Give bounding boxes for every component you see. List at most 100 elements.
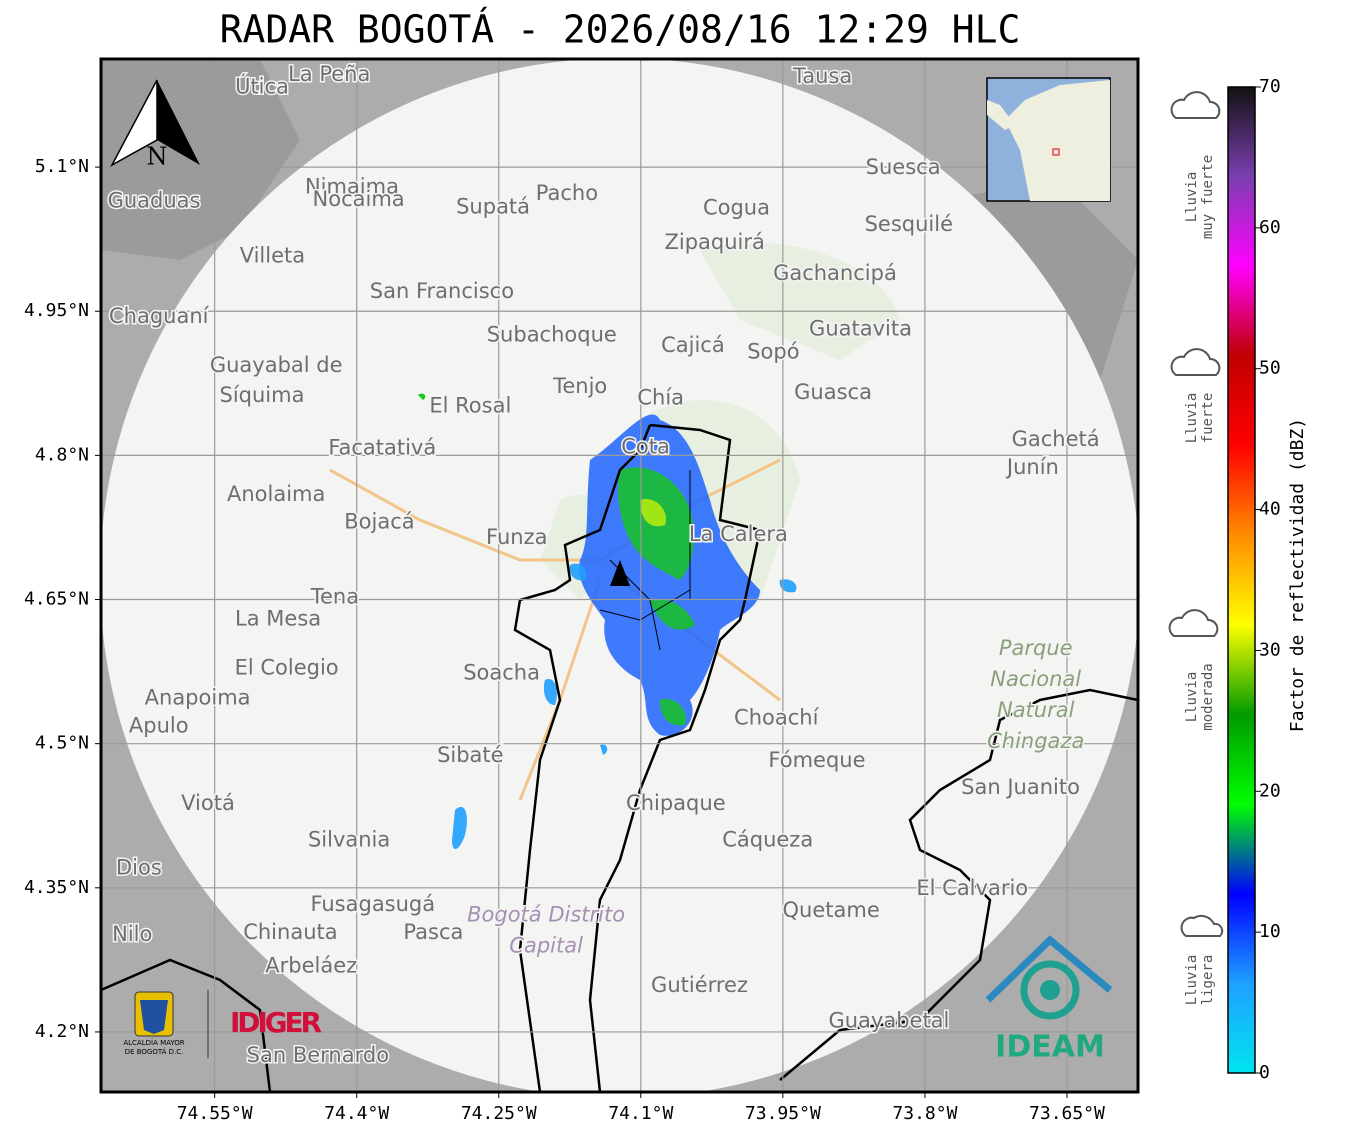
- place-label: Chipaque: [626, 791, 726, 815]
- colorbar-tick-label: 30: [1259, 639, 1281, 660]
- place-label: Chinauta: [243, 920, 337, 944]
- place-label: Guasca: [794, 380, 872, 404]
- intensity-label: ligera: [1200, 955, 1216, 1006]
- logo-city: ALCALDÍA MAYOR DE BOGOTÁ D.C. IDIGER: [123, 990, 322, 1058]
- place-label: Anolaima: [227, 482, 325, 506]
- place-label: Facatativá: [328, 436, 436, 460]
- place-label: Apulo: [129, 713, 189, 737]
- place-label: Cajicá: [661, 333, 725, 357]
- landcover: [540, 242, 900, 600]
- x-tick-label: 73.65°W: [1029, 1103, 1105, 1124]
- intensity-label: Lluvia: [1184, 172, 1200, 223]
- y-tick-label: 4.95°N: [24, 300, 89, 321]
- place-label: Guatavita: [809, 317, 912, 341]
- place-label: Gutiérrez: [651, 973, 748, 997]
- place-label: Guaduas: [108, 189, 201, 213]
- colorbar-tick-label: 20: [1259, 780, 1281, 801]
- logo-city-text: DE BOGOTÁ D.C.: [125, 1047, 184, 1056]
- place-label: San Bernardo: [247, 1043, 389, 1067]
- place-label: El Calvario: [916, 876, 1028, 900]
- colorbar-label: Factor de reflectividad (dBZ): [1287, 418, 1308, 732]
- x-tick-label: 74.25°W: [461, 1103, 537, 1124]
- area-label: Natural: [997, 698, 1075, 722]
- y-tick-label: 5.1°N: [35, 156, 89, 177]
- x-tick-label: 74.1°W: [608, 1103, 673, 1124]
- area-label: Capital: [509, 934, 583, 958]
- radar-echoes: [418, 393, 797, 850]
- place-label: Soacha: [463, 661, 540, 685]
- place-label: Sesquilé: [865, 212, 953, 236]
- x-tick-label: 73.95°W: [745, 1103, 821, 1124]
- place-label: Junín: [1005, 455, 1059, 479]
- place-label: La Calera: [689, 522, 788, 546]
- place-label: Sibaté: [437, 743, 504, 767]
- place-label: Arbeláez: [265, 954, 357, 978]
- plot-frame: [99, 57, 1140, 1094]
- place-label: San Juanito: [961, 775, 1080, 799]
- place-label: Bojacá: [344, 510, 414, 534]
- intensity-label: fuerte: [1200, 393, 1216, 444]
- x-tick-label: 74.55°W: [177, 1103, 253, 1124]
- place-label: Silvania: [308, 828, 390, 852]
- place-label: Útica: [235, 73, 289, 98]
- place-label: Choachí: [734, 706, 820, 730]
- colorbar-tick-label: 50: [1259, 358, 1281, 379]
- weather-icons: [1168, 91, 1224, 937]
- colorbar-tick-label: 10: [1259, 921, 1281, 942]
- place-label: Sopó: [747, 340, 799, 364]
- y-tick-label: 4.5°N: [35, 733, 89, 754]
- north-label: N: [147, 143, 168, 171]
- place-label: Fómeque: [768, 748, 865, 772]
- place-label: Chaguaní: [109, 304, 210, 328]
- logo-idiger: IDIGER: [230, 1006, 322, 1039]
- place-label: Viotá: [181, 791, 235, 815]
- place-label: Nocaima: [313, 187, 405, 211]
- radar-site: [610, 560, 630, 586]
- area-label: Chingaza: [987, 729, 1084, 753]
- title: RADAR BOGOTÁ - 2026/08/16 12:29 HLC: [220, 8, 1021, 52]
- intensity-label: muy fuerte: [1200, 155, 1216, 239]
- colorbar: [1227, 86, 1256, 1074]
- place-label: Villeta: [240, 243, 305, 267]
- place-label: Gachetá: [1012, 427, 1100, 451]
- place-label: Nilo: [112, 922, 152, 946]
- place-label: Fusagasugá: [310, 892, 435, 916]
- x-tick-label: 74.4°W: [324, 1103, 389, 1124]
- place-label: Gachancipá: [773, 261, 897, 285]
- y-tick-label: 4.35°N: [24, 877, 89, 898]
- place-label: Subachoque: [487, 322, 617, 346]
- place-label: Pasca: [403, 920, 463, 944]
- colorbar-tick-label: 40: [1259, 499, 1281, 520]
- place-label: Supatá: [456, 194, 530, 218]
- place-label: Guayabetal: [828, 1008, 949, 1032]
- place-label: Anapoima: [145, 685, 251, 709]
- intensity-label: Lluvia: [1184, 393, 1200, 444]
- y-tick-label: 4.2°N: [35, 1021, 89, 1042]
- colorbar-tick-label: 0: [1259, 1062, 1270, 1083]
- colorbar-ticks: 0 10 20 30 40 50 60 70: [1255, 76, 1281, 1083]
- place-label: Tena: [310, 585, 359, 609]
- boundaries: [101, 423, 1138, 1092]
- logo-city-text: ALCALDÍA MAYOR: [123, 1038, 184, 1047]
- place-label: La Peña: [288, 62, 370, 86]
- place-label: La Mesa: [235, 607, 321, 631]
- place-label: El Rosal: [429, 393, 511, 417]
- place-label: Guayabal de: [210, 353, 343, 377]
- north-arrow: N: [110, 79, 200, 171]
- x-tick-label: 73.8°W: [892, 1103, 957, 1124]
- intensity-label: Lluvia: [1184, 955, 1200, 1006]
- place-label: Tausa: [792, 64, 852, 88]
- place-label: Zipaquirá: [664, 230, 764, 254]
- place-label: Cáqueza: [722, 828, 813, 852]
- colorbar-tick-label: 70: [1259, 76, 1281, 97]
- place-label: Síquima: [220, 383, 305, 407]
- area-label: Nacional: [990, 667, 1081, 691]
- place-label: Chía: [637, 386, 684, 410]
- place-label: Nimaima: [305, 174, 399, 198]
- grid: [101, 59, 1138, 1092]
- place-label: San Francisco: [370, 279, 514, 303]
